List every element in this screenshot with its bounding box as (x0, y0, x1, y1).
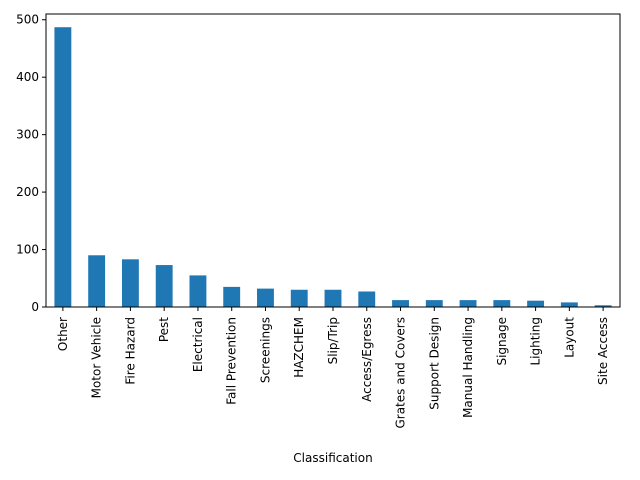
bar-fall-prevention (223, 286, 241, 307)
x-tick-label: Signage (495, 317, 509, 366)
x-tick-label: Screenings (258, 317, 272, 383)
bar-electrical (189, 275, 207, 307)
plot-frame (45, 13, 621, 308)
x-tick-label: Motor Vehicle (90, 317, 104, 398)
x-tick-label: Site Access (596, 317, 610, 385)
x-axis-title: Classification (293, 451, 372, 465)
bar-access-egress (358, 291, 376, 307)
bar-manual-handling (459, 300, 477, 307)
x-tick-label: Electrical (191, 317, 205, 372)
x-tick-label: Other (56, 317, 70, 351)
x-tick-label: Fire Hazard (123, 317, 137, 385)
x-tick-label: HAZCHEM (292, 317, 306, 378)
bar-site-access (594, 305, 612, 307)
y-tick-label: 200 (16, 185, 39, 199)
y-tick-label: 300 (16, 128, 39, 142)
bar-screenings (257, 288, 274, 307)
bar-support-design (425, 300, 443, 307)
x-tick-label: Layout (562, 317, 576, 358)
bar-lighting (527, 300, 545, 307)
x-axis: Other Motor Vehicle Fire Hazard Pest Electri… (56, 307, 610, 429)
y-tick-label: 400 (16, 70, 39, 84)
bar-grates-and-covers (392, 300, 409, 307)
x-tick-label: Pest (157, 317, 171, 342)
axes-frame (45, 13, 621, 308)
bar-fire-hazard (121, 259, 139, 307)
bar-layout (560, 302, 578, 307)
x-tick-label: Lighting (529, 317, 543, 366)
bar-other (54, 27, 72, 308)
bar-signage (493, 300, 511, 307)
x-tick-label: Fall Prevention (225, 317, 239, 405)
x-tick-label: Slip/Trip (326, 317, 340, 364)
x-tick-label: Access/Egress (360, 317, 374, 402)
y-tick-label: 0 (31, 300, 39, 314)
y-tick-label: 100 (16, 243, 39, 257)
x-tick-label: Manual Handling (461, 317, 475, 418)
bar-motor-vehicle (88, 255, 106, 307)
y-axis: 0 100 200 300 400 500 (16, 13, 46, 314)
bars-layer (54, 27, 612, 308)
x-tick-label: Grates and Covers (394, 317, 408, 429)
bar-pest (155, 265, 173, 307)
y-tick-label: 500 (16, 13, 39, 27)
bar-slip-trip (324, 289, 342, 307)
x-tick-label: Support Design (427, 317, 441, 410)
bar-hazchem (290, 289, 308, 307)
